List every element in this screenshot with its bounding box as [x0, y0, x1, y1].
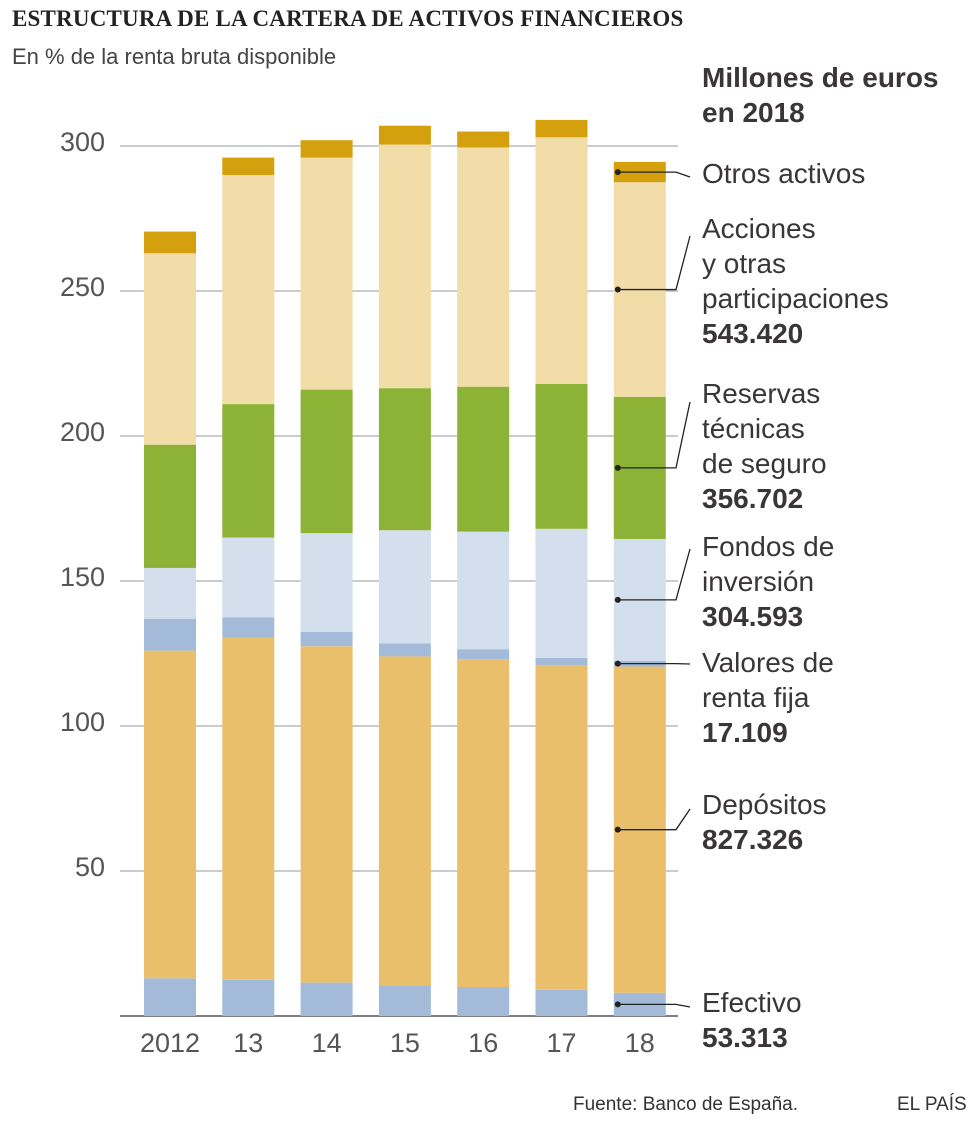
legend-value: 53.313	[702, 1022, 788, 1053]
legend-label: de seguro	[702, 448, 827, 479]
y-tick-label: 100	[60, 707, 105, 737]
legend-label: participaciones	[702, 283, 889, 314]
x-tick-label: 13	[233, 1028, 263, 1058]
legend-units-line: Millones de euros	[702, 62, 939, 93]
bar-segment	[535, 137, 588, 384]
bar-segment	[535, 665, 588, 990]
bar-segment	[457, 131, 510, 148]
legend-value: 17.109	[702, 717, 788, 748]
legend-label: técnicas	[702, 413, 805, 444]
legend-valores: Valores de renta fija 17.109	[702, 645, 834, 750]
leader-line	[617, 401, 691, 469]
legend-label: Acciones	[702, 213, 816, 244]
legend-label: Efectivo	[702, 987, 802, 1018]
leader-line	[617, 171, 691, 178]
x-tick-label: 14	[312, 1028, 342, 1058]
legend-fondos: Fondos de inversión 304.593	[702, 529, 834, 634]
bar-segment	[457, 386, 510, 532]
x-tick-label: 2012	[140, 1028, 200, 1058]
source-note: Fuente: Banco de España.	[573, 1094, 798, 1115]
leader-line	[617, 1003, 691, 1008]
x-tick-label: 16	[468, 1028, 498, 1058]
bar-segment	[535, 383, 588, 529]
legend-efectivo: Efectivo 53.313	[702, 985, 802, 1055]
legend-label: Valores de	[702, 647, 834, 678]
leader-line	[617, 235, 691, 291]
bar-segment	[144, 650, 196, 979]
bar-segment	[222, 637, 275, 980]
bar-segment	[222, 537, 275, 618]
legend-label: Otros activos	[702, 158, 866, 189]
legend-depositos: Depósitos 827.326	[702, 787, 827, 857]
bar-segment	[378, 144, 431, 389]
bar-segment	[300, 982, 353, 1016]
bar-segment	[457, 147, 510, 387]
bar-segment	[535, 119, 588, 138]
axis-tick-labels: 50 100 150 200 250 300 2012 13 14 15 16 17 18	[60, 127, 655, 1058]
legend-units-heading: Millones de euros en 2018	[702, 60, 939, 130]
y-tick-label: 200	[60, 417, 105, 447]
legend-value: 356.702	[702, 483, 804, 514]
legend-reservas: Reservas técnicas de seguro 356.702	[702, 376, 827, 516]
bar-segment	[300, 157, 353, 390]
bar-segment	[457, 649, 510, 660]
bar-segment	[300, 389, 353, 534]
legend-units-line: en 2018	[702, 97, 805, 128]
bar-segment	[222, 157, 275, 175]
y-tick-label: 300	[60, 127, 105, 157]
legend-value: 304.593	[702, 601, 804, 632]
bar-segment	[300, 140, 353, 158]
legend-label: y otras	[702, 248, 787, 279]
legend-label: Reservas	[702, 378, 821, 409]
bar-segment	[378, 985, 431, 1016]
chart-subtitle: En % de la renta bruta disponible	[12, 44, 337, 69]
chart-title: ESTRUCTURA DE LA CARTERA DE ACTIVOS FINA…	[12, 6, 684, 31]
bar-segment	[144, 444, 196, 568]
x-tick-label: 18	[625, 1028, 655, 1058]
leader-line	[617, 548, 691, 601]
bar-segment	[222, 979, 275, 1016]
bar-segment	[378, 530, 431, 644]
bar-segment	[300, 533, 353, 632]
bar-segment	[144, 978, 196, 1016]
legend-otros-activos: Otros activos	[702, 156, 865, 191]
bar-segment	[535, 528, 588, 658]
legend-label: Depósitos	[702, 789, 827, 820]
bar-segment	[300, 646, 353, 983]
bar-segment	[378, 656, 431, 986]
legend-leader-lines	[614, 169, 691, 1008]
bars	[144, 119, 666, 1016]
legend-value: 827.326	[702, 824, 804, 855]
legend-label: inversión	[702, 566, 815, 597]
bar-segment	[535, 989, 588, 1016]
bar-segment	[144, 618, 196, 651]
bar-segment	[457, 531, 510, 650]
bar-segment	[378, 643, 431, 657]
bar-segment	[222, 175, 275, 405]
bar-segment	[144, 231, 196, 254]
publisher-logo: EL PAÍS	[897, 1094, 967, 1115]
bar-segment	[378, 388, 431, 531]
bar-segment	[222, 404, 275, 538]
bar-segment	[378, 125, 431, 145]
legend-acciones: Acciones y otras participaciones 543.420	[702, 211, 889, 351]
legend-label: Fondos de	[702, 531, 835, 562]
bar-segment	[457, 659, 510, 987]
bar-segment	[144, 567, 196, 619]
bar-segment	[300, 631, 353, 647]
bar-segment	[222, 617, 275, 638]
bar-segment	[457, 987, 510, 1016]
bar-segment	[144, 253, 196, 445]
leader-line	[617, 808, 691, 831]
x-tick-label: 15	[390, 1028, 420, 1058]
y-tick-label: 250	[60, 272, 105, 302]
y-tick-label: 150	[60, 562, 105, 592]
bar-segment	[535, 657, 588, 666]
x-tick-label: 17	[546, 1028, 576, 1058]
legend-value: 543.420	[702, 318, 804, 349]
legend-label: renta fija	[702, 682, 810, 713]
y-tick-label: 50	[75, 852, 105, 882]
